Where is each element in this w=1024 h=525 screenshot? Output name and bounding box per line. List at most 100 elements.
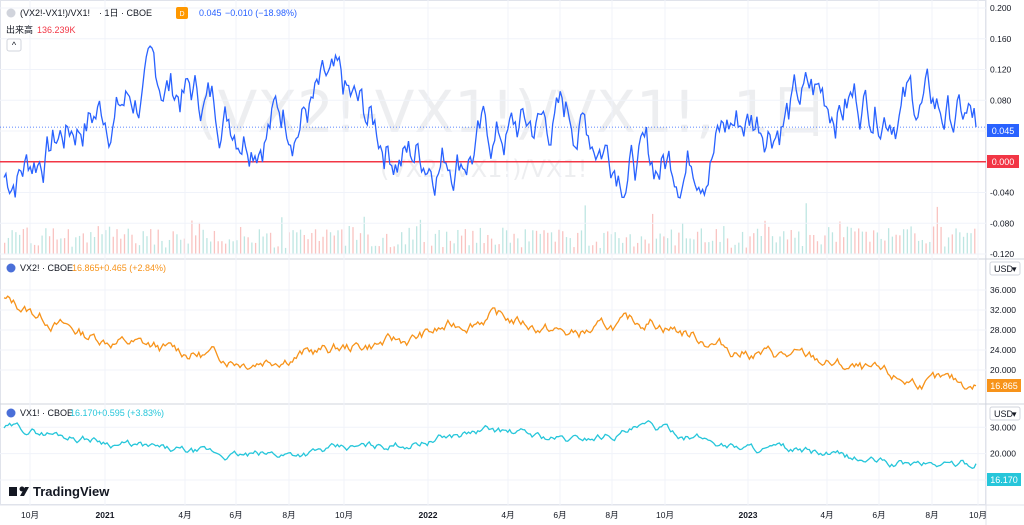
volume-bar (689, 238, 691, 254)
volume-bar (449, 240, 452, 254)
volume-bar (243, 236, 246, 254)
pane1-source-badge (176, 7, 188, 19)
volume-bar (524, 229, 526, 254)
volume-bar (592, 245, 594, 254)
volume-bar (438, 230, 440, 254)
volume-bar (176, 234, 178, 254)
y-tick-label: 0.200 (990, 3, 1012, 13)
pane3-currency-chevron-icon: ▾ (1012, 409, 1017, 419)
volume-bar (146, 236, 148, 254)
y-tick-label: 30.000 (990, 422, 1016, 432)
volume-bar (239, 226, 242, 254)
volume-bar (854, 231, 856, 254)
volume-bar (708, 242, 710, 254)
y-tick-label: 28.000 (990, 325, 1016, 335)
pane2-symbol[interactable]: VX2! · CBOE (20, 263, 73, 273)
pane2-currency: USD (994, 264, 1014, 274)
volume-bar (22, 229, 25, 254)
volume-bar (741, 231, 744, 254)
volume-bar (382, 237, 384, 254)
volume-bar (753, 233, 755, 254)
volume-bar (442, 247, 444, 254)
volume-bar (322, 236, 324, 254)
volume-bar (820, 244, 822, 254)
volume-bar (502, 227, 504, 254)
pane2-y-axis[interactable]: 36.000 32.000 28.000 24.000 20.000 (990, 285, 1016, 375)
volume-bar (861, 231, 864, 254)
volume-bar (880, 238, 882, 254)
volume-bar (580, 230, 583, 254)
volume-bar (719, 241, 721, 254)
time-axis[interactable]: 10月 2021 4月 6月 8月 10月 2022 4月 6月 8月 10月 2023 4月 6月 8月 1… (21, 510, 987, 520)
volume-bar (26, 227, 28, 254)
volume-bar (389, 247, 392, 254)
x-tick-label: 6月 (872, 510, 885, 520)
volume-bar (453, 243, 455, 254)
volume-bar (547, 232, 549, 254)
pane3-symbol[interactable]: VX1! · CBOE (20, 408, 73, 418)
volume-bar (329, 232, 332, 254)
volume-bar (835, 241, 837, 254)
volume-bar (749, 236, 751, 254)
pane2-currency-button[interactable] (989, 261, 1021, 276)
volume-bar (951, 234, 953, 254)
volume-bar (917, 240, 920, 254)
volume-bar (359, 233, 362, 254)
pane2-currency-chevron-icon: ▾ (1012, 264, 1017, 274)
volume-bar (487, 234, 489, 254)
legend-collapse-button[interactable] (6, 38, 22, 52)
volume-bar (251, 242, 253, 254)
tv-logo-text: TradingView (33, 484, 110, 499)
volume-bar (738, 242, 740, 254)
volume-bar (801, 246, 804, 254)
volume-bar (494, 244, 496, 254)
x-tick-label: 10月 (21, 510, 39, 520)
pane3-last-value: 16.170 (70, 408, 98, 418)
y-tick-label: 0.160 (990, 34, 1012, 44)
volume-bar (393, 246, 395, 254)
volume-bar (18, 234, 21, 254)
volume-bar (614, 232, 616, 254)
pane3-currency-button[interactable] (989, 406, 1021, 421)
volume-bar (123, 234, 126, 254)
pane1-last-value: 0.045 (199, 8, 222, 18)
volume-bar (269, 232, 272, 254)
volume-bar (569, 238, 571, 254)
volume-bar (352, 227, 354, 254)
volume-bar (348, 226, 350, 254)
volume-bar (932, 226, 935, 254)
volume-bar (970, 233, 972, 254)
volume-bar (30, 243, 32, 254)
volume-bar (416, 226, 418, 254)
volume-bar (210, 241, 212, 254)
volume-bar (75, 237, 77, 254)
y-tick-label: -0.120 (990, 249, 1014, 259)
volume-bar (734, 244, 736, 254)
volume-bar (168, 239, 171, 254)
grid (0, 0, 986, 505)
y-tick-label: 36.000 (990, 285, 1016, 295)
volume-bar (15, 232, 17, 254)
volume-bar (472, 230, 474, 254)
volume-bar (786, 239, 789, 254)
volume-bar (550, 232, 553, 254)
volume-bar (131, 234, 133, 254)
x-tick-label: 2022 (419, 510, 438, 520)
volume-bar (779, 236, 781, 254)
volume-bar (41, 235, 43, 254)
volume-bar (116, 229, 118, 254)
volume-bar (101, 234, 103, 254)
volume-bar (262, 236, 264, 254)
tradingview-logo[interactable]: TradingView (9, 484, 110, 499)
volume-bar (45, 228, 47, 254)
volume-bar (711, 240, 714, 254)
volume-bar (97, 226, 99, 254)
pane1-symbol[interactable]: (VX2!-VX1!)/VX1! (20, 8, 90, 18)
volume-bar (277, 246, 279, 254)
pane2-price-tag: 16.865 (990, 381, 1018, 391)
volume-bar (150, 229, 152, 254)
volume-bar (460, 235, 463, 254)
volume-bar (872, 230, 875, 254)
volume-bar (213, 230, 216, 254)
